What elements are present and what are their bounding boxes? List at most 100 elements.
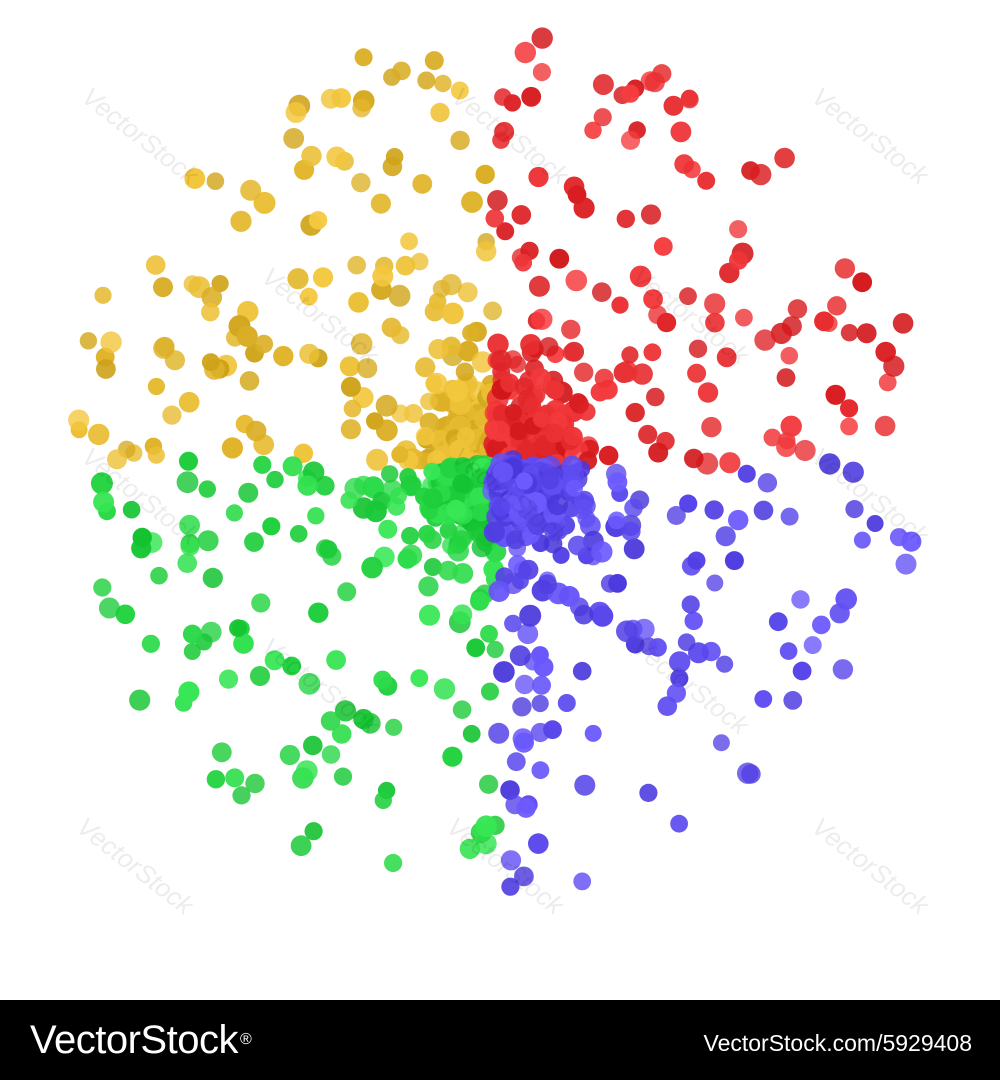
watermark-text: VectorStock (71, 811, 201, 922)
confetti-dot-blue (588, 601, 611, 624)
watermark-text: VectorStock (806, 441, 936, 552)
confetti-dot-green (334, 700, 357, 722)
confetti-dot-red (705, 312, 725, 333)
confetti-dot-yellow (428, 339, 449, 360)
confetti-dot-green (320, 711, 341, 731)
confetti-dot-blue (517, 623, 539, 645)
confetti-dot-red (494, 121, 515, 142)
confetti-dot-yellow (462, 324, 480, 342)
confetti-dot-blue (512, 728, 534, 749)
confetti-dot-yellow (446, 380, 469, 402)
confetti-dot-green (245, 773, 265, 794)
confetti-dot-blue (895, 553, 917, 575)
confetti-dot-red (562, 343, 581, 362)
confetti-dot-green (365, 500, 387, 523)
confetti-dot-green (262, 517, 281, 536)
confetti-dot-blue (531, 761, 550, 780)
confetti-dot-green (98, 597, 120, 619)
confetti-dot-blue (666, 506, 686, 525)
confetti-dot-red (621, 346, 639, 364)
confetti-dot-red (485, 209, 505, 228)
confetti-dot-red (697, 171, 716, 190)
confetti-dot-yellow (239, 371, 260, 391)
confetti-dot-blue (866, 515, 884, 532)
confetti-dot-blue (669, 651, 691, 673)
confetti-dot-yellow (370, 193, 391, 214)
confetti-dot-green (401, 526, 419, 545)
confetti-dot-blue (516, 798, 536, 818)
confetti-dot-blue (543, 720, 562, 740)
confetti-dot-blue (819, 453, 841, 475)
confetti-dot-red (629, 265, 652, 288)
confetti-dot-green (206, 770, 226, 789)
confetti-dot-yellow (471, 351, 494, 373)
footer-bar: VectorStock ® VectorStock.com/5929408 (0, 1000, 1000, 1080)
confetti-dot-red (680, 90, 699, 109)
confetti-dot-yellow (153, 337, 175, 359)
confetti-dot-yellow (88, 423, 110, 446)
confetti-dot-blue (901, 531, 922, 552)
confetti-dot-red (621, 84, 640, 103)
confetti-dot-red (561, 319, 581, 340)
confetti-dot-red (729, 251, 748, 270)
confetti-dot-red (592, 282, 612, 303)
confetti-dot-green (423, 462, 441, 481)
confetti-dot-yellow (312, 267, 334, 288)
confetti-dot-red (616, 360, 638, 383)
confetti-dot-green (454, 457, 472, 475)
confetti-dot-green (115, 604, 136, 625)
confetti-dot-green (211, 742, 232, 763)
confetti-dot-blue (768, 612, 788, 632)
confetti-dot-green (308, 602, 329, 623)
confetti-dot-green (418, 604, 441, 626)
confetti-dot-red (883, 355, 905, 377)
confetti-dot-green (466, 521, 487, 542)
confetti-dot-green (304, 822, 323, 841)
confetti-dot-blue (514, 866, 534, 887)
confetti-dot-yellow (475, 164, 495, 185)
confetti-dot-yellow (395, 255, 416, 276)
confetti-dot-red (701, 416, 722, 438)
confetti-dot-yellow (145, 255, 166, 275)
confetti-dot-green (232, 786, 251, 805)
confetti-dot-yellow (434, 74, 452, 93)
confetti-dot-blue (621, 521, 641, 542)
confetti-dot-red (814, 311, 834, 332)
confetti-dot-blue (670, 814, 688, 833)
confetti-dot-blue (492, 461, 514, 483)
confetti-dot-yellow (245, 420, 267, 442)
confetti-dot-red (594, 368, 614, 388)
confetti-dot-red (719, 452, 741, 474)
confetti-dot-green (452, 563, 474, 584)
confetti-dot-red (716, 347, 737, 368)
confetti-dot-yellow (68, 409, 90, 431)
confetti-dot-green (132, 527, 152, 548)
confetti-dot-yellow (417, 71, 436, 90)
confetti-dot-red (509, 355, 526, 373)
confetti-dot-red (856, 323, 877, 344)
confetti-dot-green (303, 735, 323, 756)
watermark-text: VectorStock (441, 811, 571, 922)
confetti-dot-green (381, 465, 399, 483)
confetti-dot-yellow (354, 48, 373, 67)
confetti-dot-red (489, 420, 511, 442)
confetti-dot-yellow (476, 241, 497, 262)
confetti-dot-green (179, 451, 198, 471)
confetti-dot-blue (515, 674, 535, 695)
confetti-dot-red (653, 237, 673, 256)
confetti-dot-red (729, 220, 748, 239)
confetti-dot-blue (737, 464, 756, 483)
confetti-dot-blue (779, 642, 798, 660)
confetti-dot-blue (509, 645, 531, 667)
confetti-dot-red (643, 343, 662, 362)
confetti-dot-yellow (201, 302, 220, 322)
confetti-dot-yellow (285, 102, 307, 123)
confetti-dot-green (471, 536, 492, 558)
confetti-dot-green (93, 491, 115, 513)
confetti-dot-yellow (100, 331, 122, 353)
confetti-dot-red (569, 394, 589, 414)
confetti-dot-yellow (375, 394, 398, 417)
confetti-dot-blue (565, 479, 584, 497)
confetti-dot-red (825, 384, 846, 405)
confetti-dot-green (225, 504, 243, 522)
